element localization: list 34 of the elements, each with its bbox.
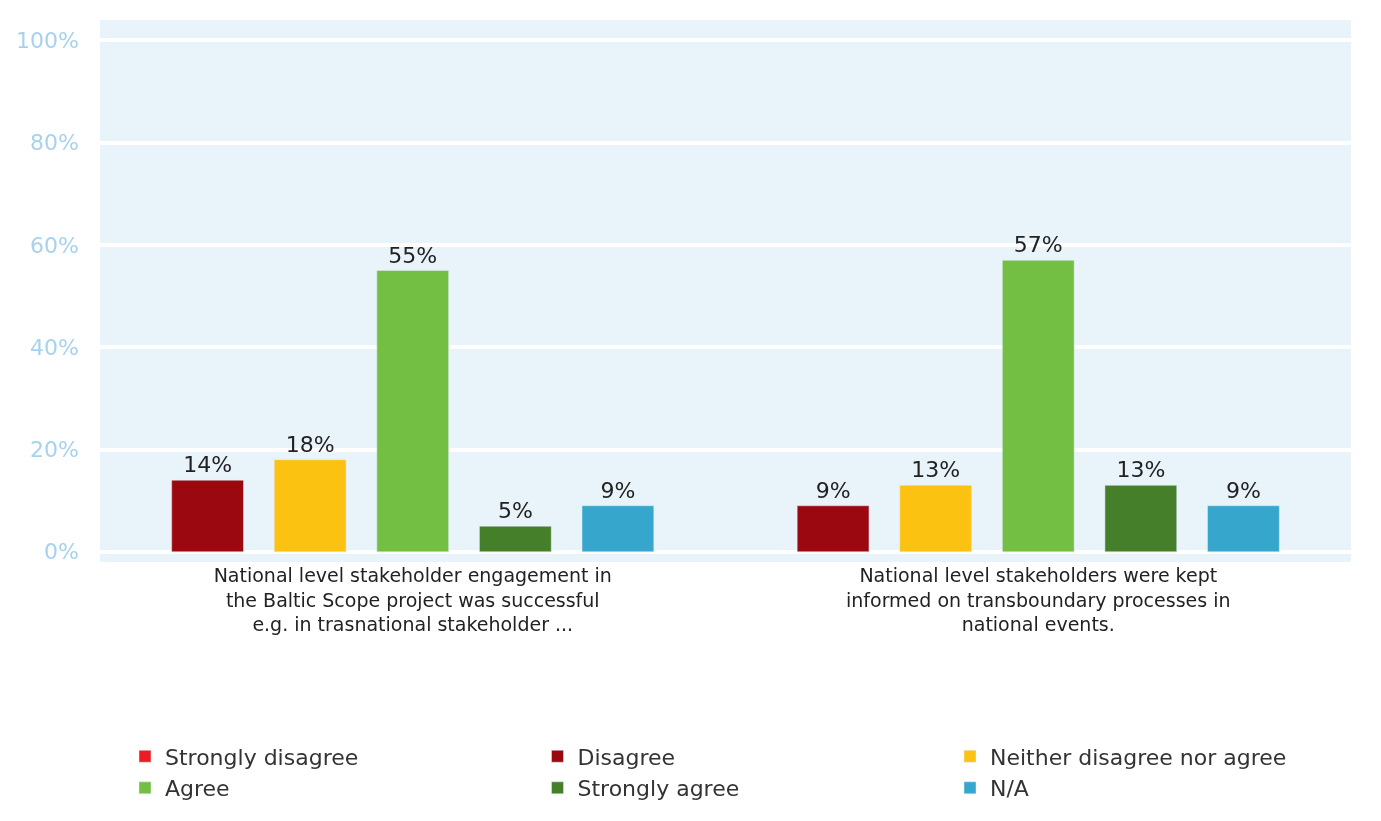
legend-label: Strongly disagree [165, 744, 359, 770]
y-tick-label: 0% [44, 539, 79, 565]
data-label: 9% [815, 477, 851, 503]
bar [1002, 260, 1075, 553]
x-tick-label: National level stakeholder engagement in the Baltic Scope project was successful e.g. in trasnational stakeholder ... [213, 564, 612, 636]
data-label: 13% [1116, 457, 1166, 483]
y-tick-label: 40% [30, 334, 79, 360]
bar [274, 459, 347, 553]
x-tick-label: National level stakeholders were kept informed on transboundary processes in national events. [846, 564, 1231, 636]
data-label: 57% [1013, 232, 1063, 258]
bar [899, 485, 972, 553]
bar [1207, 505, 1280, 553]
bar [479, 525, 552, 553]
y-tick-label: 80% [30, 130, 79, 156]
data-label: 13% [911, 457, 961, 483]
legend-label: Strongly agree [577, 776, 740, 802]
data-label: 9% [1225, 477, 1261, 503]
data-label: 14% [183, 452, 233, 478]
data-label: 9% [600, 477, 636, 503]
bar [581, 505, 655, 553]
bar [796, 505, 870, 553]
legend-label: N/A [990, 776, 1029, 802]
bar [376, 270, 449, 553]
legend-label: Agree [165, 776, 230, 802]
y-tick-label: 60% [30, 232, 79, 258]
legend-label: Neither disagree nor agree [990, 744, 1287, 770]
data-label: 5% [497, 498, 533, 524]
bar [171, 479, 244, 553]
y-tick-label: 20% [30, 437, 79, 463]
legend-label: Disagree [577, 744, 676, 770]
data-label: 18% [285, 431, 335, 457]
data-label: 55% [388, 242, 438, 268]
bar [1104, 485, 1177, 553]
y-tick-label: 100% [16, 28, 79, 54]
